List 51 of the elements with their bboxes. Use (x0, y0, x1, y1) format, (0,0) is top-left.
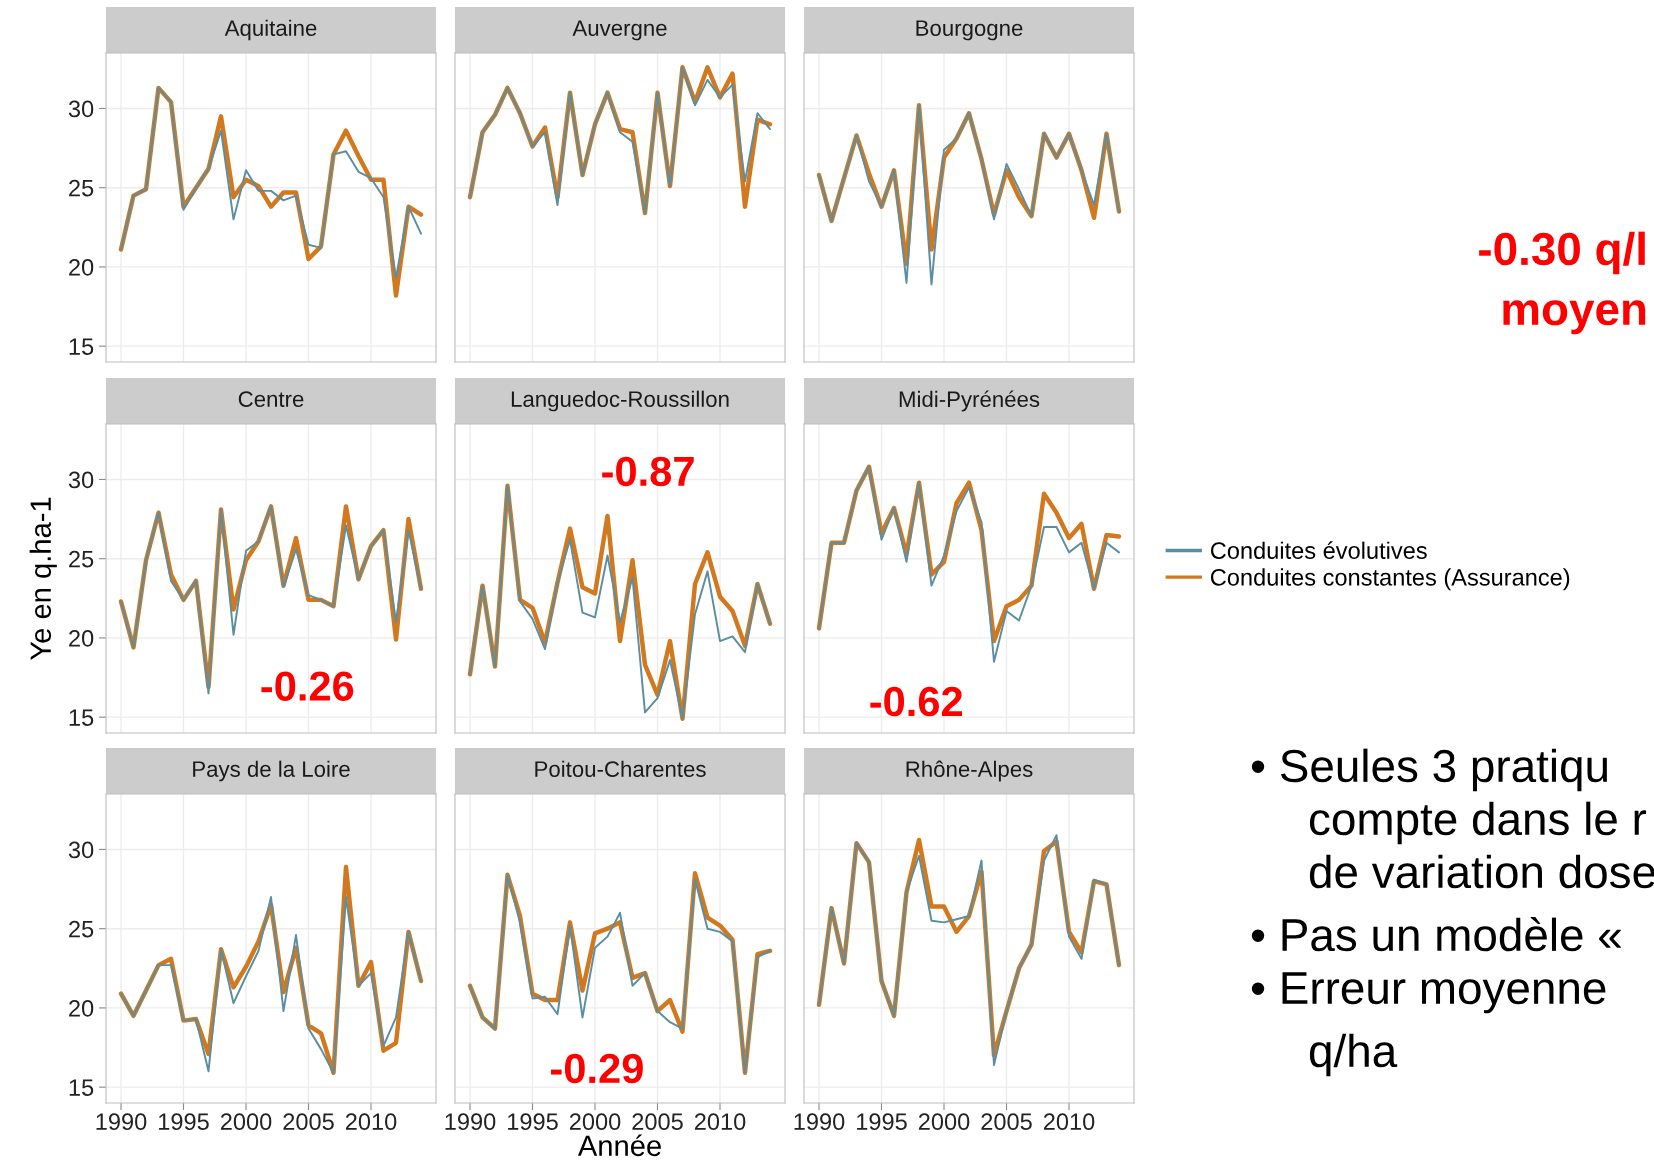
x-tick-label: 2010 (345, 1113, 397, 1131)
x-tick-label: 2005 (632, 1113, 683, 1131)
chart-title: Midi-Pyrénées (899, 390, 1040, 412)
y-tick-label: 20 (69, 999, 94, 1017)
y-tick-label: 15 (69, 709, 94, 726)
annotation: -0.62 (870, 686, 963, 717)
x-axis-title: Année (577, 1134, 661, 1157)
y-tick-label: 25 (69, 920, 94, 938)
y-tick-label: 20 (69, 629, 94, 647)
text: -0.30 q/l (1479, 231, 1645, 275)
legend-label: Conduites évolutives (1210, 541, 1427, 559)
chart-title: Pays de la Loire (193, 760, 350, 782)
x-tick-label: 2000 (918, 1113, 970, 1131)
chart-title: Bourgogne (916, 20, 1023, 41)
y-tick-label: 15 (69, 338, 94, 355)
x-tick-label: 1990 (445, 1113, 496, 1131)
x-tick-label: 2000 (220, 1113, 272, 1131)
text: • Seules 3 pratiqu (1251, 748, 1607, 792)
text: • Erreur moyenne (1251, 972, 1606, 1014)
x-tick-label: 2000 (569, 1113, 621, 1131)
chart-title: Aquitaine (224, 19, 317, 41)
text: • Pas un modèle « (1251, 917, 1621, 952)
legend-label: Conduites constantes (Assurance) (1210, 568, 1570, 591)
chart-title: Rhône-Alpes (906, 760, 1033, 782)
y-tick-label: 30 (68, 471, 94, 489)
annotation: -0.29 (551, 1053, 643, 1084)
y-tick-label: 30 (68, 841, 94, 859)
x-tick-label: 2010 (1043, 1113, 1095, 1131)
chart-title: Centre (238, 391, 304, 407)
annotation: -0.26 (261, 671, 354, 701)
y-tick-label: 25 (69, 179, 94, 197)
chart-title: Poitou-Charentes (535, 760, 706, 777)
y-tick-label: 30 (68, 100, 94, 118)
annotation: -0.87 (602, 456, 694, 487)
y-tick-label: 25 (69, 550, 94, 568)
text: moyen (1503, 300, 1646, 335)
x-tick-label: 2010 (694, 1113, 746, 1131)
y-axis-title: Ye en q.ha-1 (29, 497, 57, 661)
y-tick-label: 15 (69, 1079, 94, 1096)
x-tick-label: 1995 (159, 1113, 209, 1131)
x-tick-label: 1990 (794, 1113, 845, 1131)
text: compte dans le r (1309, 801, 1647, 845)
x-tick-label: 1990 (96, 1113, 147, 1131)
x-tick-label: 2005 (283, 1113, 334, 1131)
chart-title: Auvergne (572, 20, 667, 41)
y-tick-label: 20 (69, 258, 94, 276)
x-tick-label: 1995 (857, 1113, 907, 1131)
x-tick-label: 1995 (508, 1113, 558, 1131)
x-tick-label: 2005 (981, 1113, 1032, 1131)
text: q/ha (1309, 1033, 1398, 1077)
chart-title: Languedoc-Roussillon (511, 390, 729, 412)
